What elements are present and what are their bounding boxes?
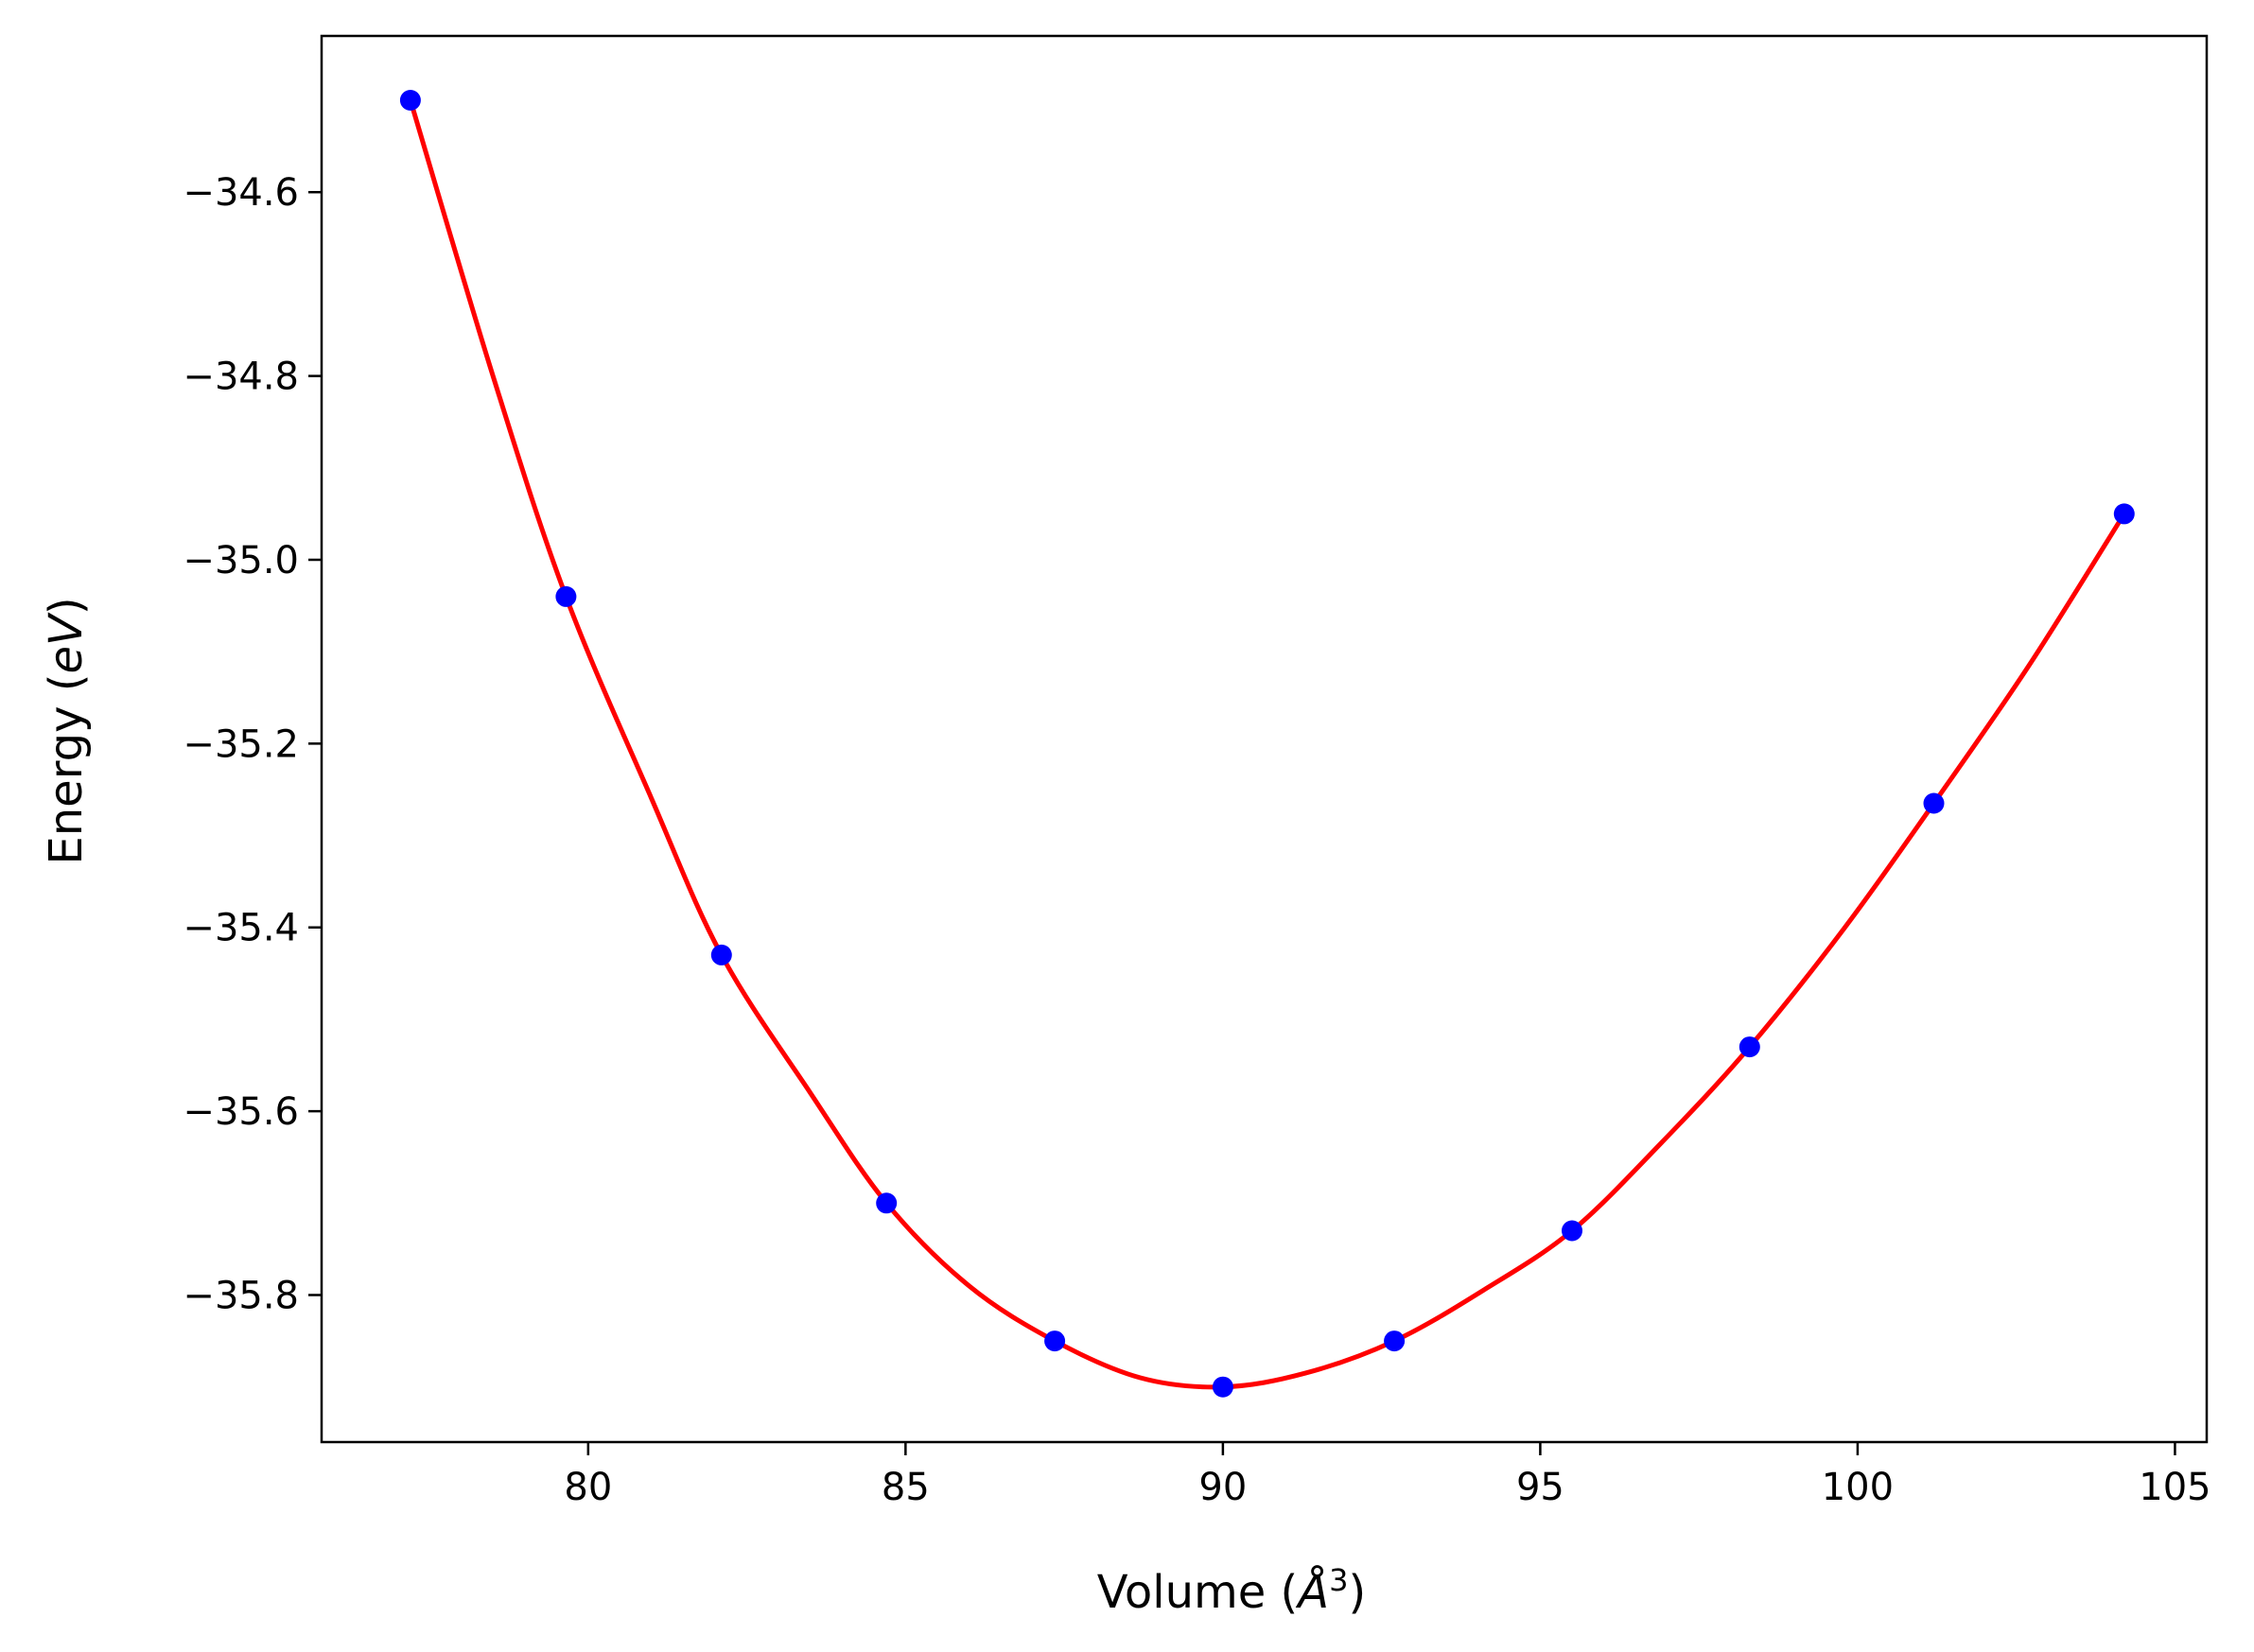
data-point — [555, 585, 577, 607]
data-point — [1739, 1036, 1760, 1058]
x-tick-label: 80 — [564, 1466, 612, 1509]
y-tick-label: −35.0 — [183, 539, 299, 583]
x-tick-label: 90 — [1198, 1466, 1247, 1509]
y-axis-title-prefix: Energy ( — [40, 674, 93, 865]
data-point — [2113, 503, 2135, 525]
y-tick-label: −35.6 — [183, 1090, 299, 1134]
x-axis-title-unit: Å — [1295, 1565, 1329, 1619]
x-axis-title-prefix: Volume ( — [1097, 1566, 1299, 1619]
y-tick-label: −34.8 — [183, 356, 299, 399]
x-axis-title-unit-exponent: 3 — [1329, 1562, 1348, 1598]
y-tick-label: −35.2 — [183, 722, 299, 766]
x-tick-label: 95 — [1516, 1466, 1564, 1509]
x-axis-title: Volume (Å3) — [1097, 1562, 1366, 1619]
data-point — [399, 90, 421, 111]
fit-curve — [408, 99, 2126, 1390]
x-tick-label: 85 — [882, 1466, 930, 1509]
y-axis: −34.6 −34.8 −35.0 −35.2 −35.4 −35.6 −35.8 — [183, 171, 322, 1317]
data-point — [1044, 1330, 1066, 1352]
y-axis-title: Energy (eV) — [40, 597, 93, 864]
data-point — [1384, 1330, 1406, 1352]
plot-area — [320, 34, 2209, 1444]
y-axis-title-unit: eV — [40, 612, 93, 674]
y-tick-label: −34.6 — [183, 171, 299, 215]
data-point — [1923, 792, 1945, 814]
data-point — [1212, 1376, 1233, 1398]
x-tick-label: 100 — [1822, 1466, 1894, 1509]
data-point — [710, 944, 732, 965]
data-point — [876, 1192, 898, 1214]
y-tick-label: −35.4 — [183, 907, 299, 950]
data-point — [1562, 1220, 1582, 1242]
y-axis-title-suffix: ) — [40, 597, 93, 615]
plot-frame — [320, 34, 2209, 1444]
y-tick-label: −35.8 — [183, 1274, 299, 1317]
x-axis-title-suffix: ) — [1348, 1566, 1366, 1619]
x-axis: 80 85 90 95 100 105 — [564, 1442, 2211, 1509]
x-tick-label: 105 — [2139, 1466, 2210, 1509]
